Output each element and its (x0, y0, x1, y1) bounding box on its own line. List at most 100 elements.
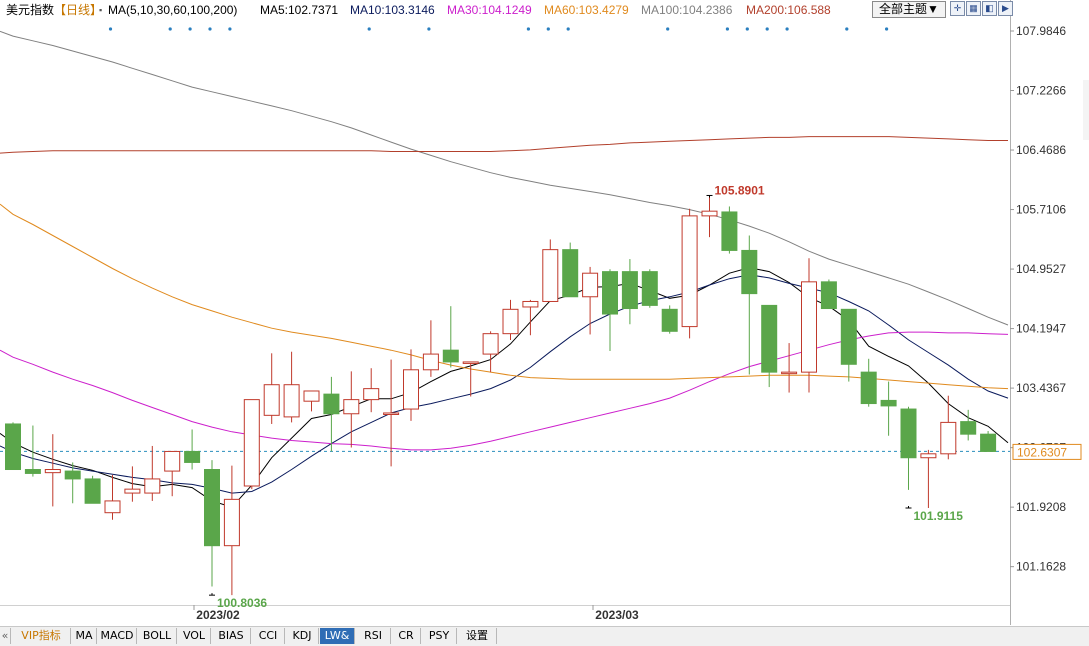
x-tick-label: 2023/02 (196, 608, 240, 622)
event-marker[interactable] (228, 27, 232, 31)
candle-up (303, 390, 320, 402)
scroll-left-icon[interactable]: « (0, 628, 11, 644)
ma200-value: MA200:106.588 (746, 3, 831, 17)
candle-up (920, 453, 937, 459)
candle-up (223, 498, 240, 547)
ma-line-ma60 (0, 203, 1009, 390)
x-tick-label: 2023/03 (595, 608, 639, 622)
event-marker[interactable] (765, 27, 769, 31)
event-marker[interactable] (885, 27, 889, 31)
y-tick-label: 103.4367 (1016, 381, 1066, 395)
side-scroll-strip[interactable] (1083, 80, 1089, 140)
event-marker[interactable] (168, 27, 172, 31)
next-icon[interactable]: ▶ (998, 1, 1013, 16)
tab-cci[interactable]: CCI (252, 628, 285, 644)
split-icon[interactable]: ▦ (966, 1, 981, 16)
ma30-value: MA30:104.1249 (447, 3, 532, 17)
candle-up (701, 210, 718, 217)
ma-line-ma10 (0, 274, 1009, 494)
candle-down (442, 349, 459, 363)
event-marker[interactable] (785, 27, 789, 31)
event-marker[interactable] (566, 27, 570, 31)
event-marker[interactable] (367, 27, 371, 31)
period-label[interactable]: 【日线】 (54, 3, 103, 17)
theme-select-button[interactable]: 全部主题▼ (872, 1, 946, 18)
tab-cr[interactable]: CR (392, 628, 421, 644)
tab-ma[interactable]: MA (72, 628, 97, 644)
candle-up (422, 353, 439, 371)
low-label: 101.9115 (914, 509, 964, 523)
candle-up (363, 388, 380, 401)
tab-vip[interactable]: VIP指标 (12, 628, 71, 644)
candle-up (482, 333, 499, 355)
ma-params: MA(5,10,30,60,100,200) (108, 3, 238, 17)
candle-up (104, 500, 121, 514)
candle-down (64, 470, 81, 480)
ma-line-ma30 (0, 331, 1009, 451)
event-marker[interactable] (725, 27, 730, 31)
last-price-box (1012, 443, 1082, 460)
candle-up (582, 272, 599, 298)
ma100-value: MA100:104.2386 (641, 3, 733, 17)
y-tick-label: 104.9527 (1016, 262, 1066, 276)
candle-down (602, 271, 618, 315)
candle-down (900, 408, 917, 459)
candle-down (5, 423, 21, 471)
tab-lw[interactable]: LW& (320, 628, 355, 644)
tab-macd[interactable]: MACD (98, 628, 137, 644)
tab-rsi[interactable]: RSI (356, 628, 391, 644)
tab-kdj[interactable]: KDJ (286, 628, 319, 644)
event-marker[interactable] (427, 27, 431, 31)
candle-down (84, 478, 101, 504)
ma-line-ma5 (0, 267, 1009, 508)
candle-down (880, 399, 897, 407)
chevron-down-icon[interactable]: ▪ (99, 5, 103, 15)
y-tick-label: 101.9208 (1016, 500, 1066, 514)
tab-vol[interactable]: VOL (178, 628, 211, 644)
candle-down (960, 421, 977, 435)
ma10-value: MA10:103.3146 (350, 3, 435, 17)
ma-line-ma100 (0, 30, 1009, 326)
ma-line-ma200 (0, 136, 1008, 154)
candle-down (562, 249, 579, 298)
candle-down (721, 211, 738, 251)
last-price-label: 102.6307 (1017, 445, 1067, 459)
event-marker[interactable] (188, 27, 192, 31)
high-label: 105.8901 (715, 183, 765, 197)
candle-up (263, 384, 280, 416)
candle-up (243, 399, 260, 487)
y-tick-label: 106.4686 (1016, 143, 1066, 157)
tab-bias[interactable]: BIAS (212, 628, 251, 644)
expand-icon[interactable]: ✛ (950, 1, 965, 16)
tab-psy[interactable]: PSY (422, 628, 457, 644)
tab-settings[interactable]: 设置 (458, 628, 497, 644)
candle-up (462, 361, 479, 364)
event-marker[interactable] (666, 27, 670, 31)
candle-up (124, 488, 141, 494)
candle-up (144, 478, 161, 494)
candle-up (940, 421, 957, 455)
instrument-name: 美元指数 (6, 3, 55, 17)
event-marker[interactable] (526, 27, 531, 31)
candle-down (621, 271, 638, 310)
event-marker[interactable] (845, 27, 849, 31)
tab-boll[interactable]: BOLL (138, 628, 177, 644)
candle-down (323, 393, 340, 415)
candle-up (502, 308, 519, 335)
chart-header: 美元指数 【日线】 ▪ MA(5,10,30,60,100,200) MA5:1… (0, 0, 1089, 20)
event-marker[interactable] (108, 27, 113, 31)
candle-up (283, 384, 300, 418)
y-tick-label: 101.1628 (1016, 560, 1066, 574)
event-marker[interactable] (745, 27, 749, 31)
candle-up (781, 371, 798, 375)
candle-up (681, 215, 698, 328)
event-marker[interactable] (546, 27, 550, 31)
ma5-value: MA5:102.7371 (260, 3, 339, 17)
prev-icon[interactable]: ◧ (982, 1, 997, 16)
event-marker[interactable] (208, 27, 212, 31)
low-extreme-label: 100.8036 (217, 596, 267, 610)
candle-down (761, 304, 778, 373)
candle-up (343, 399, 360, 415)
